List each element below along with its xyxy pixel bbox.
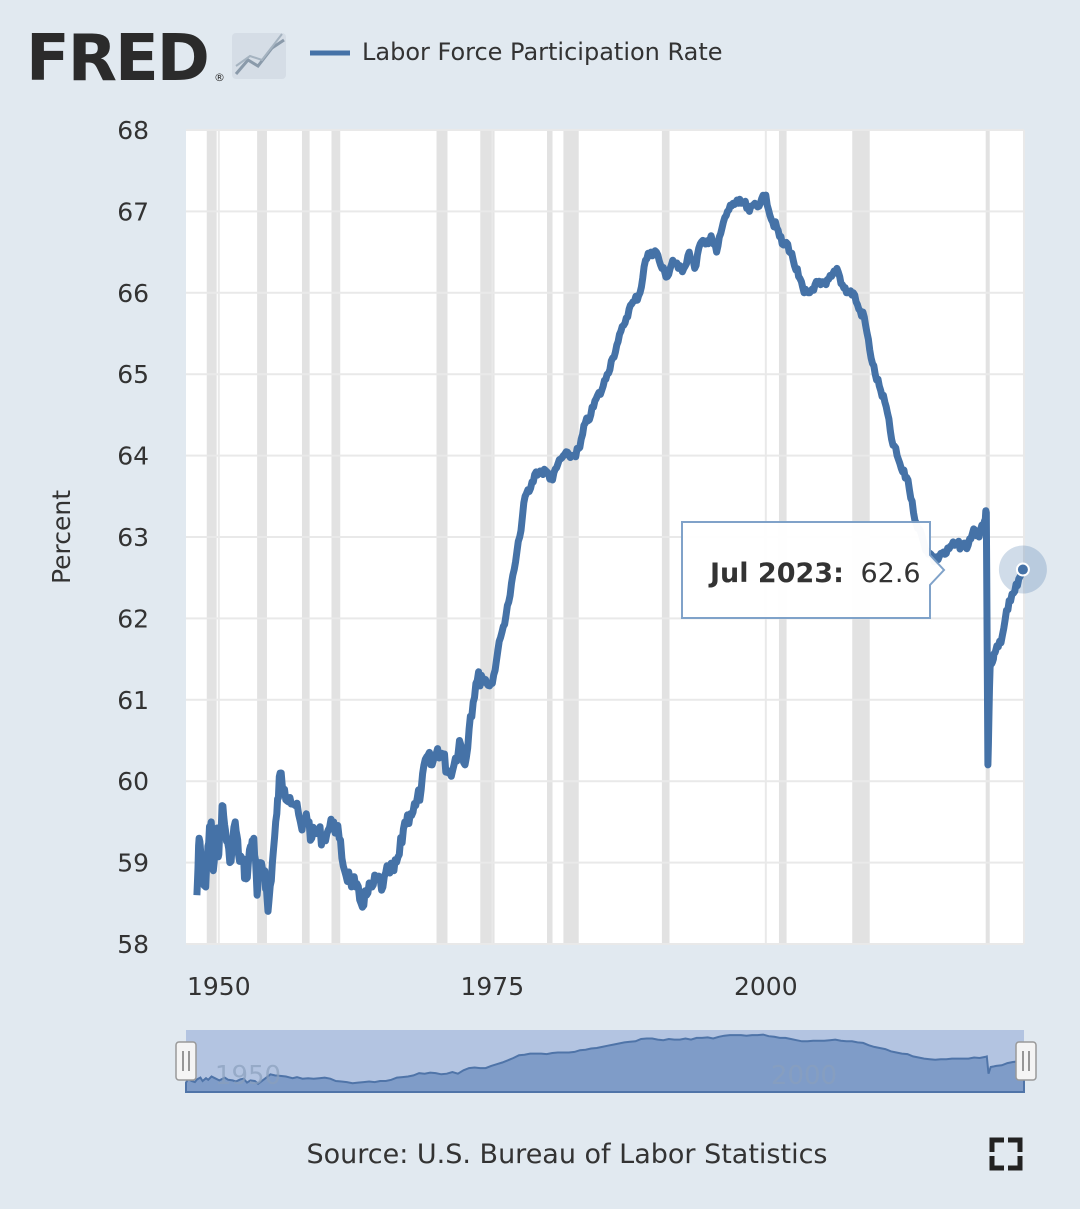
y-tick-label: 64 <box>117 442 149 471</box>
y-tick-label: 63 <box>117 523 149 552</box>
navigator-handle-right[interactable] <box>1015 1041 1037 1081</box>
x-tick-label: 2000 <box>734 972 798 1001</box>
fred-logo[interactable]: FRED <box>26 22 210 96</box>
y-tick-label: 67 <box>117 197 149 226</box>
y-tick-label: 60 <box>117 767 149 796</box>
x-tick-label: 1950 <box>187 972 251 1001</box>
navigator-label: 1950 <box>215 1061 281 1091</box>
x-tick-label: 1975 <box>461 972 525 1001</box>
y-axis-ticks: 58 59 60 61 62 63 64 65 66 67 68 <box>117 116 149 959</box>
tooltip-date: Jul 2023: <box>708 558 844 589</box>
fred-chart-icon <box>232 33 286 79</box>
y-tick-label: 59 <box>117 849 149 878</box>
svg-text:Jul 2023: 62.6: Jul 2023: 62.6 <box>708 558 921 589</box>
y-tick-label: 62 <box>117 604 149 633</box>
y-tick-label: 65 <box>117 360 149 389</box>
y-tick-label: 66 <box>117 279 149 308</box>
y-tick-label: 61 <box>117 686 149 715</box>
registered-mark: ® <box>214 71 225 84</box>
legend-label: Labor Force Participation Rate <box>362 38 723 66</box>
x-axis-ticks: 1950 1975 2000 <box>187 972 798 1001</box>
navigator-series <box>185 1033 1025 1093</box>
tooltip-value: 62.6 <box>860 558 920 589</box>
source-note: Source: U.S. Bureau of Labor Statistics <box>306 1139 827 1170</box>
grid-lines <box>186 129 1025 945</box>
series-line[interactable] <box>193 191 1027 915</box>
legend-item[interactable]: Labor Force Participation Rate <box>310 38 723 66</box>
highlight-point[interactable] <box>1015 562 1030 577</box>
highlight-marker <box>998 545 1047 594</box>
y-tick-label: 58 <box>117 930 149 959</box>
tooltip: Jul 2023: 62.6 <box>681 521 946 619</box>
navigator-handle-left[interactable] <box>175 1041 197 1081</box>
y-tick-label: 68 <box>117 116 149 145</box>
range-navigator[interactable]: 1950 2000 <box>175 1030 1037 1093</box>
fullscreen-icon[interactable] <box>989 1137 1023 1171</box>
y-axis-title: Percent <box>47 490 76 584</box>
navigator-label: 2000 <box>771 1061 837 1091</box>
